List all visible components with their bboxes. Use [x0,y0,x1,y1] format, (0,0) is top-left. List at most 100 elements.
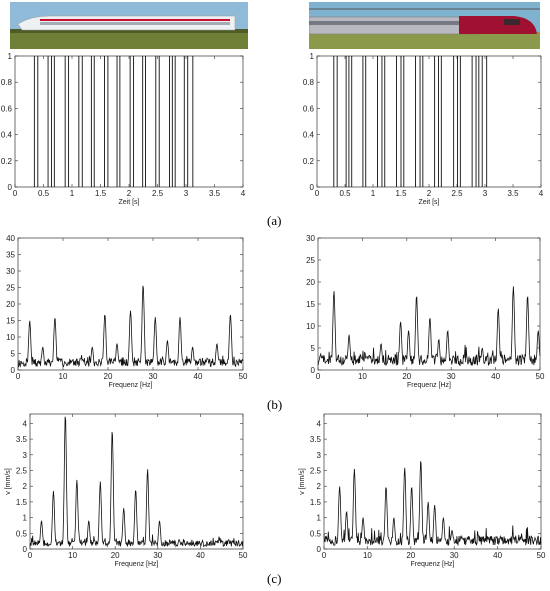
x-tick-label: 2 [427,189,432,198]
x-tick-label: 20 [104,372,113,381]
y-tick-label: 4 [23,419,28,428]
spectrum-line [17,285,244,368]
x-tick-label: 0 [16,372,21,381]
plot-frame [316,55,542,188]
x-tick-label: 10 [358,372,367,381]
x-axis-label: Frequenz [Hz] [109,382,153,389]
chart-a-right: 0 0.5 1 1.5 2 2.5 3 3.5 4 0 0.2 0.4 0.6 0.8 1 Zeit [s] [303,52,544,206]
x-tick-label: 50 [537,551,546,560]
y-tick-label: 1 [310,52,315,61]
x-tick-label: 4 [539,189,544,198]
y-tick-label: 0.5 [310,529,322,538]
x-tick-label: 3 [184,189,189,198]
x-tick-label: 0 [13,189,18,198]
train-photo-icon [10,2,248,49]
y-tick-label: 4 [317,419,322,428]
x-tick-label: 40 [194,372,203,381]
x-tick-label: 50 [239,551,248,560]
chart-b-left: 0 10 20 30 40 50 0 5 10 15 20 25 30 35 40 Frequenz [Hz] [6,234,248,389]
train-photo-right [308,2,540,49]
x-tick-label: 40 [196,551,205,560]
train-photo-left [10,2,248,49]
x-tick-label: 10 [59,372,68,381]
y-tick-label: 3.5 [310,435,322,444]
x-tick-label: 0.5 [339,189,351,198]
x-tick-label: 30 [153,551,162,560]
x-axis-label: Frequenz [Hz] [407,382,451,389]
x-axis-label: Frequenz [Hz] [115,561,159,568]
x-tick-label: 0 [315,189,320,198]
y-tick-label: 0 [8,183,13,192]
y-tick-label: 25 [6,284,15,293]
chart-c-right: 0 10 20 30 40 50 0 0.5 1 1.5 2 2.5 3 3.5 4 Frequenz [Hz… [299,413,546,568]
chart-a-left: 0 0.5 1 1.5 2 2.5 3 3.5 4 0 0.2 0.4 0.6 0.8 1 Zeit [s] [1,52,246,206]
y-tick-label: 2 [317,482,322,491]
x-axis-label: Frequenz [Hz] [411,561,455,568]
y-tick-label: 5 [311,344,316,353]
spectrum-line [29,416,244,548]
y-tick-label: 0.2 [303,157,315,166]
y-tick-label: 2 [23,482,28,491]
x-tick-label: 20 [406,551,415,560]
y-tick-label: 0.6 [1,104,13,113]
spectrum-line [323,461,542,547]
y-tick-label: 0 [310,183,315,192]
x-tick-label: 30 [450,551,459,560]
x-tick-label: 50 [239,372,248,381]
y-tick-label: 15 [6,317,15,326]
y-tick-label: 1 [8,52,13,61]
x-tick-label: 1.5 [395,189,407,198]
y-tick-label: 1 [317,514,322,523]
y-tick-label: 10 [306,322,315,331]
y-tick-label: 15 [306,300,315,309]
x-tick-label: 0 [316,372,321,381]
y-tick-label: 25 [306,256,315,265]
x-tick-label: 30 [149,372,158,381]
x-tick-label: 20 [111,551,120,560]
x-axis-label: Zeit [s] [418,199,439,206]
x-tick-label: 2.5 [152,189,164,198]
x-tick-label: 1 [70,189,75,198]
y-tick-label: 3 [317,451,322,460]
plot-frame [317,237,541,371]
y-tick-label: 0.4 [303,131,315,140]
y-tick-label: 0.8 [1,78,13,87]
x-tick-label: 3.5 [209,189,221,198]
y-tick-label: 3 [23,451,28,460]
x-axis-label: Zeit [s] [118,199,139,206]
y-tick-label: 0.4 [1,131,13,140]
x-tick-label: 10 [68,551,77,560]
y-axis-label: v [mm/s] [299,468,306,494]
y-tick-label: 2.5 [16,467,28,476]
x-tick-label: 10 [363,551,372,560]
x-tick-label: 0 [28,551,33,560]
y-tick-label: 0.6 [303,104,315,113]
x-tick-label: 1.5 [95,189,107,198]
x-tick-label: 3 [483,189,488,198]
plot-frame [17,237,244,371]
x-tick-label: 30 [447,372,456,381]
y-tick-label: 0 [317,545,322,554]
caption-a: (a) [267,213,282,228]
x-tick-label: 0.5 [38,189,50,198]
y-tick-label: 3.5 [16,435,28,444]
plot-frame [323,413,542,550]
x-tick-label: 3.5 [507,189,519,198]
x-tick-label: 4 [241,189,246,198]
y-tick-label: 1.5 [16,498,28,507]
x-tick-label: 2.5 [451,189,463,198]
y-tick-label: 0.5 [16,529,28,538]
y-axis-label: v [mm/s] [5,468,12,494]
y-tick-label: 5 [11,350,16,359]
y-tick-label: 20 [6,300,15,309]
plot-frame [29,413,244,550]
x-tick-label: 40 [493,551,502,560]
train-photo-icon [308,2,540,49]
y-tick-label: 0 [311,366,316,375]
y-tick-label: 0.8 [303,78,315,87]
x-tick-label: 0 [322,551,327,560]
y-tick-label: 40 [6,234,15,243]
spectrum-line [317,286,541,367]
